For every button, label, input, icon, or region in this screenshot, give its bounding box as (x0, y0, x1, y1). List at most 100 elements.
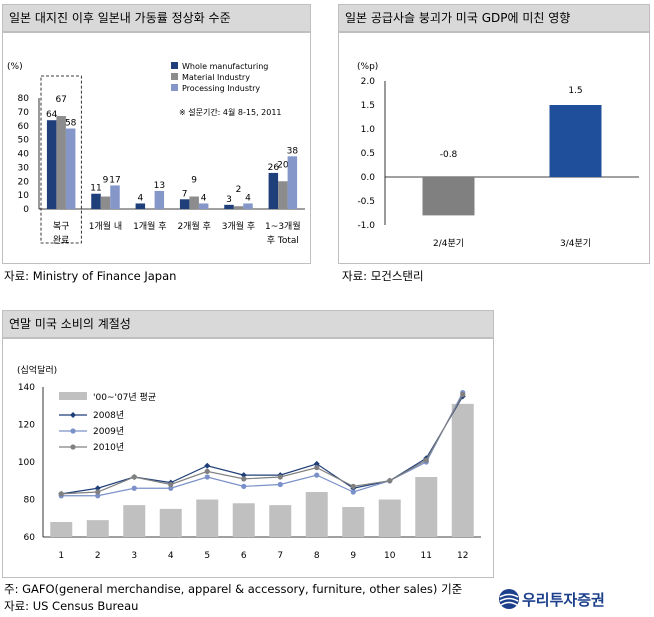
bar-1 (46, 120, 57, 209)
bar-2 (189, 196, 199, 209)
y-tick-label: 60 (24, 533, 36, 543)
x-tick-label: 5 (204, 551, 210, 561)
line-point (350, 483, 356, 489)
line-point (241, 476, 247, 482)
x-tick-label: 8 (314, 551, 320, 561)
panel3-title: 연말 미국 소비의 계절성 (2, 310, 494, 338)
panel2-chart-area: (%p) 2.0 1.5 1.0 0.5 0.0 -0.5 -1.0 -0.8 2/4분기 1.5 3… (338, 32, 650, 264)
line-point-2008 (240, 472, 247, 479)
y-tick-label: 1.0 (361, 125, 376, 135)
bar-1 (224, 204, 234, 209)
line-point (241, 483, 247, 489)
line-point (168, 481, 174, 488)
bar-1 (91, 193, 101, 209)
globe-logo-icon (499, 589, 519, 609)
bar-2 (100, 196, 111, 209)
panel3-source: 자료: US Census Bureau (4, 599, 139, 613)
panel3-title-text: 연말 미국 소비의 계절성 (9, 317, 131, 331)
line-point (387, 478, 393, 484)
line-point (277, 481, 283, 488)
y-tick-label: 20 (18, 177, 30, 187)
line-point (131, 485, 137, 491)
x-tick-label: 1개월 내 (89, 220, 122, 232)
legend-swatch (171, 62, 178, 69)
line-point-2008 (313, 460, 320, 467)
line-point-2008 (204, 462, 211, 469)
bar-1 (268, 172, 279, 209)
brand-logo: 우리투자증권 (498, 586, 648, 612)
panel3-note: 주: GAFO(general merchandise, apparel & a… (4, 582, 463, 596)
x-tick-label: 2/4분기 (433, 238, 464, 249)
y-tick-label: 10 (18, 191, 30, 201)
bar-value-label: 64 (46, 110, 58, 120)
bar-3 (287, 156, 298, 209)
y-tick-label: 0.0 (361, 173, 376, 183)
panel2-title-text: 일본 공급사슬 붕괴가 미국 GDP에 미친 영향 (345, 11, 571, 25)
bar-1 (135, 203, 146, 209)
y-tick-label: -0.5 (357, 197, 375, 207)
bar-value-label: 20 (277, 160, 289, 170)
bar-value-label: 4 (137, 193, 143, 203)
x-tick-label: 2개월 후 (177, 220, 210, 232)
bar (549, 105, 602, 177)
bar-value-label: 9 (191, 176, 197, 186)
y-tick-label: 140 (18, 383, 35, 393)
bar-value-label: 9 (103, 176, 109, 186)
avg-bar (159, 508, 182, 537)
panel1-source: 자료: Ministry of Finance Japan (4, 269, 177, 283)
x-tick-label: 11 (421, 551, 432, 561)
line-point (131, 474, 137, 480)
line-point (314, 472, 320, 478)
bar-3 (65, 128, 76, 209)
legend-label: 2009년 (93, 426, 124, 437)
y-tick-label: 0.5 (361, 149, 375, 159)
bar-value-label: 1.5 (568, 86, 582, 96)
line-point (204, 474, 210, 480)
legend-swatch (171, 84, 178, 91)
avg-bar (415, 477, 438, 537)
legend-swatch-avg (59, 392, 87, 400)
bar-value-label: 3 (226, 195, 232, 205)
panel1-title-text: 일본 대지진 이후 일본내 가동률 정상화 수준 (9, 11, 231, 25)
x-tick-label: 3 (131, 551, 137, 561)
legend-label: Whole manufacturing (182, 62, 268, 71)
survey-period-annotation: ※ 설문기간: 4월 8-15, 2011 (179, 107, 282, 117)
x-tick-label: 1개월 후 (133, 220, 166, 232)
bar-value-label: 11 (90, 184, 101, 194)
panel1-title: 일본 대지진 이후 일본내 가동률 정상화 수준 (2, 4, 311, 32)
avg-bar (86, 520, 109, 537)
bar-3 (198, 203, 209, 209)
x-tick-label: 4 (168, 551, 174, 561)
x-tick-label: 12 (457, 551, 468, 561)
legend-label: Processing Industry (182, 84, 260, 93)
line-point (277, 474, 283, 480)
bar-value-label: 58 (65, 119, 77, 129)
avg-bar (378, 499, 401, 537)
line-point (460, 391, 466, 398)
x-tick-label: 1~3개월 (265, 220, 301, 232)
y-tick-label: 60 (18, 122, 30, 132)
bar-value-label: 38 (287, 146, 299, 156)
panel1-chart-area: (%) 0 10 20 30 40 50 60 70 80 64 67 58 복구 완료 11 9 17 1개월 내… (2, 32, 311, 264)
x-tick-label: 1 (58, 551, 64, 561)
bar-value-label: 7 (182, 189, 188, 199)
line-point (95, 493, 101, 499)
panel3-chart-area: (십억달러) 60 80 100 120 140 1 2 3 4 5 6 7 8 9 10 11 12'00~'0… (2, 338, 494, 578)
x-tick-label: 3개월 후 (222, 220, 255, 232)
y-unit-label: (십억달러) (17, 364, 57, 376)
bar-value-label: -0.8 (440, 150, 458, 160)
line-point (58, 491, 64, 497)
bar-value-label: 4 (201, 193, 207, 203)
x-tick-label: 3/4분기 (560, 238, 591, 249)
x-tick-label: 완료 (53, 235, 70, 246)
avg-bar (451, 403, 474, 537)
x-tick-label: 6 (241, 551, 247, 561)
avg-bar (232, 503, 255, 537)
y-tick-label: 0 (23, 205, 29, 215)
y-tick-label: 1.5 (361, 101, 375, 111)
panel2-title: 일본 공급사슬 붕괴가 미국 GDP에 미친 영향 (338, 4, 650, 32)
bar-3 (154, 190, 165, 209)
legend-label: 2008년 (93, 410, 124, 421)
